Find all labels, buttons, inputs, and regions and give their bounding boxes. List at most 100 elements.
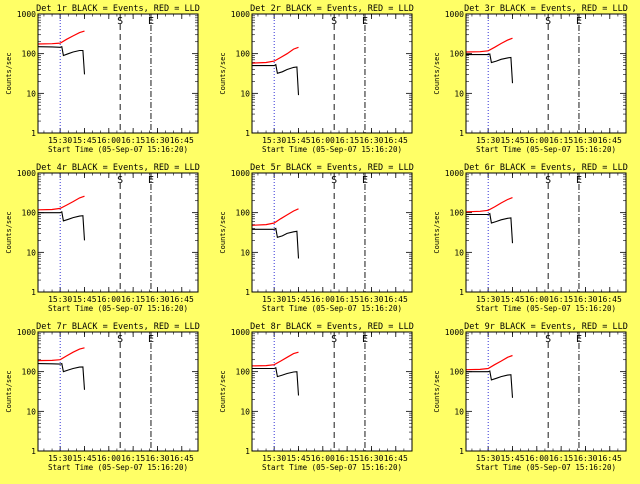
lld-series-line (37, 347, 85, 362)
plot-frame (251, 13, 413, 134)
y-axis-label: Counts/sec (433, 370, 441, 412)
x-tick-label: 16:45 (170, 295, 194, 304)
x-tick-label: 16:15 (549, 454, 573, 463)
x-tick-label: 16:15 (335, 295, 359, 304)
y-tick-label: 100 (236, 209, 251, 218)
panel-title: Det 9r BLACK = Events, RED = LLD (464, 322, 628, 332)
x-tick-label: 15:30 (48, 295, 72, 304)
x-tick-label: 15:30 (262, 454, 286, 463)
end-marker-label: E (148, 16, 154, 27)
plot-frame (465, 172, 627, 293)
panel-title: Det 5r BLACK = Events, RED = LLD (250, 163, 414, 173)
panel-title: Det 7r BLACK = Events, RED = LLD (36, 322, 200, 332)
detector-panel-3: Det 3r BLACK = Events, RED = LLD Counts/s… (433, 4, 628, 154)
x-tick-label: 16:15 (335, 454, 359, 463)
x-tick-label: 15:45 (500, 136, 524, 145)
panel-title: Det 8r BLACK = Events, RED = LLD (250, 322, 414, 332)
x-tick-label: 15:45 (286, 454, 310, 463)
y-tick-label: 1 (31, 129, 36, 138)
lld-series-line (37, 195, 85, 211)
events-series-line (466, 53, 514, 84)
plot-frame (465, 13, 627, 134)
y-tick-label: 100 (22, 368, 37, 377)
y-tick-label: 1000 (445, 10, 464, 19)
x-tick-label: 16:45 (598, 136, 622, 145)
x-tick-label: 16:00 (97, 295, 121, 304)
panel-title: Det 3r BLACK = Events, RED = LLD (464, 4, 628, 14)
x-tick-label: 16:00 (311, 295, 335, 304)
y-tick-label: 10 (454, 407, 464, 416)
plot-area (466, 14, 626, 133)
x-tick-label: 16:30 (573, 454, 597, 463)
lld-series-line (251, 208, 299, 226)
x-tick-label: 15:30 (262, 295, 286, 304)
y-tick-label: 100 (450, 209, 465, 218)
x-tick-label: 15:45 (500, 454, 524, 463)
x-tick-label: 16:45 (598, 454, 622, 463)
y-tick-label: 100 (450, 50, 465, 59)
x-tick-label: 16:15 (121, 136, 145, 145)
events-series-line (252, 367, 300, 396)
y-tick-label: 1 (31, 288, 36, 297)
panel-title: Det 1r BLACK = Events, RED = LLD (36, 4, 200, 14)
y-tick-label: 100 (450, 368, 465, 377)
x-axis-label: Start Time (05-Sep-07 15:16:20) (48, 463, 188, 472)
x-tick-label: 15:30 (476, 295, 500, 304)
y-tick-label: 10 (26, 407, 36, 416)
y-tick-label: 1000 (17, 169, 36, 178)
start-marker-label: S (545, 16, 551, 27)
y-axis-label: Counts/sec (433, 211, 441, 253)
x-axis-label: Start Time (05-Sep-07 15:16:20) (262, 304, 402, 313)
lld-series-line (465, 354, 513, 371)
detector-panel-8: Det 8r BLACK = Events, RED = LLD Counts/s… (219, 322, 414, 472)
x-tick-label: 15:30 (262, 136, 286, 145)
start-marker-label: S (545, 175, 551, 186)
start-marker-label: S (545, 334, 551, 345)
x-axis-label: Start Time (05-Sep-07 15:16:20) (476, 463, 616, 472)
y-axis-label: Counts/sec (219, 211, 227, 253)
plot-frame (465, 331, 627, 452)
y-tick-label: 1000 (231, 169, 250, 178)
start-marker-label: S (117, 16, 123, 27)
x-tick-label: 16:15 (549, 136, 573, 145)
x-tick-label: 16:45 (384, 454, 408, 463)
x-tick-label: 16:00 (525, 295, 549, 304)
x-tick-label: 16:30 (359, 454, 383, 463)
plot-frame (251, 331, 413, 452)
x-tick-label: 16:30 (573, 295, 597, 304)
y-axis-label: Counts/sec (5, 52, 13, 94)
events-series-line (38, 210, 86, 241)
x-tick-label: 15:30 (48, 136, 72, 145)
x-tick-label: 15:45 (72, 136, 96, 145)
x-axis-label: Start Time (05-Sep-07 15:16:20) (48, 145, 188, 154)
events-series-line (252, 227, 300, 259)
x-tick-label: 16:00 (97, 454, 121, 463)
end-marker-label: E (576, 175, 582, 186)
y-tick-label: 1000 (231, 328, 250, 337)
y-tick-label: 1 (245, 447, 250, 456)
plot-frame (37, 331, 199, 452)
x-tick-label: 16:00 (525, 454, 549, 463)
end-marker-label: E (362, 175, 368, 186)
start-marker-label: S (117, 175, 123, 186)
plot-frame (37, 13, 199, 134)
plot-area (252, 14, 412, 133)
start-marker-label: S (331, 16, 337, 27)
x-tick-label: 16:30 (359, 295, 383, 304)
lld-series-line (251, 351, 299, 367)
lld-series-line (37, 30, 85, 45)
panel-title: Det 6r BLACK = Events, RED = LLD (464, 163, 628, 173)
x-axis-label: Start Time (05-Sep-07 15:16:20) (262, 145, 402, 154)
end-marker-label: E (362, 16, 368, 27)
x-tick-label: 16:15 (335, 136, 359, 145)
y-axis-label: Counts/sec (5, 211, 13, 253)
y-axis-label: Counts/sec (433, 52, 441, 94)
end-marker-label: E (148, 334, 154, 345)
detector-panel-5: Det 5r BLACK = Events, RED = LLD Counts/s… (219, 163, 414, 313)
end-marker-label: E (362, 334, 368, 345)
events-series-line (466, 212, 514, 244)
y-tick-label: 1000 (17, 10, 36, 19)
y-tick-label: 1000 (445, 169, 464, 178)
detector-panel-4: Det 4r BLACK = Events, RED = LLD Counts/s… (5, 163, 200, 313)
